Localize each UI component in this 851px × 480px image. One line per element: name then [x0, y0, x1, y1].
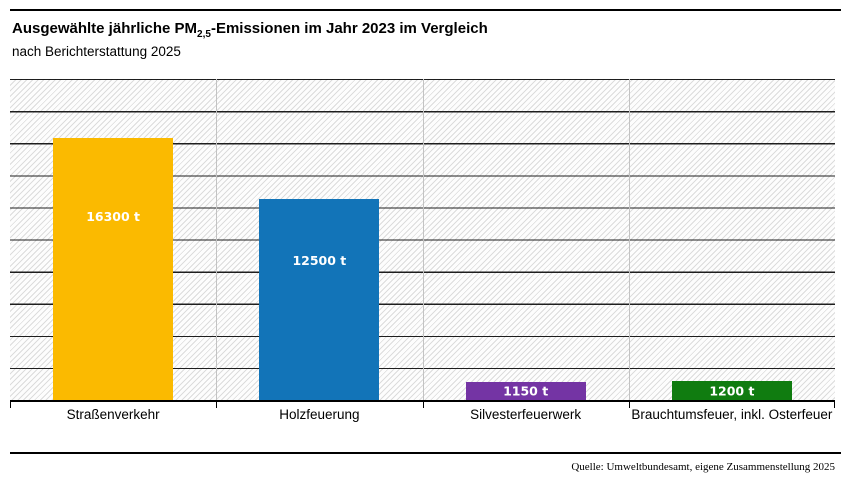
- bar-2: 1150 t: [465, 382, 586, 400]
- x-axis-tick-1: [216, 402, 218, 408]
- bottom-rule: [10, 452, 841, 454]
- chart-title: Ausgewählte jährliche PM2,5-Emissionen i…: [12, 20, 488, 40]
- category-separator-0: [216, 79, 218, 400]
- bar-3: 1200 t: [671, 381, 792, 400]
- x-axis-label-0: Straßenverkehr: [66, 407, 160, 422]
- x-axis-label-2: Silvesterfeuerwerk: [470, 407, 582, 422]
- plot-area: 16300 t 12500 t 1150 t 1200 t: [10, 79, 835, 408]
- chart-title-suffix: -Emissionen im Jahr 2023 im Vergleich: [210, 20, 488, 37]
- chart-title-prefix: Ausgewählte jährliche PM: [12, 20, 198, 37]
- x-axis-tick-0: [10, 402, 11, 408]
- bar-value-label-0: 16300 t: [86, 209, 141, 224]
- x-axis-tick-4: [834, 402, 835, 408]
- chart-subtitle: nach Berichterstattung 2025: [12, 44, 181, 59]
- chart-title-subscript: 2,5: [197, 29, 211, 40]
- bar-1: 12500 t: [259, 199, 380, 400]
- x-axis-tick-3: [628, 402, 630, 408]
- x-axis-labels: Straßenverkehr Holzfeuerung Silvesterfeuer…: [10, 407, 835, 422]
- source-note: Quelle: Umweltbundesamt, eigene Zusammen…: [571, 461, 835, 473]
- x-axis-label-1: Holzfeuerung: [279, 407, 360, 422]
- category-separator-1: [422, 79, 424, 400]
- x-axis-tick-2: [422, 402, 424, 408]
- category-separator-2: [628, 79, 630, 400]
- bar-value-label-3: 1200 t: [709, 383, 755, 398]
- bar-0: 16300 t: [53, 138, 174, 400]
- bar-value-label-1: 12500 t: [292, 253, 347, 268]
- top-rule: [10, 9, 841, 11]
- x-axis-label-3: Brauchtumsfeuer, inkl. Osterfeuer: [631, 407, 833, 422]
- bar-value-label-2: 1150 t: [503, 383, 549, 399]
